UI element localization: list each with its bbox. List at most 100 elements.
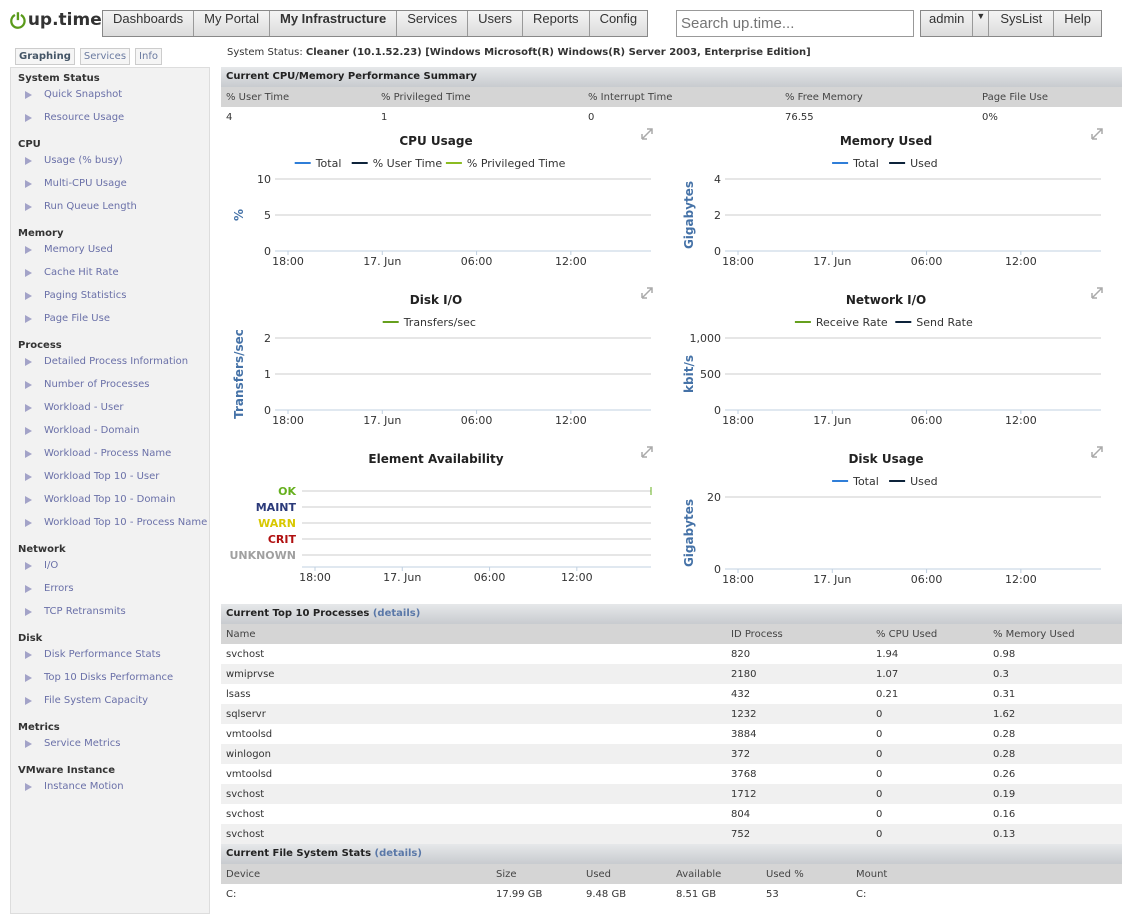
tab-info[interactable]: Info — [135, 48, 162, 65]
sidebar-item[interactable]: I/O — [11, 559, 209, 582]
syslist-button[interactable]: SysList — [989, 11, 1055, 36]
expand-icon[interactable] — [1091, 287, 1103, 299]
processes-details-link[interactable]: (details) — [372, 608, 421, 619]
sidebar-item[interactable]: TCP Retransmits — [11, 605, 209, 628]
column-header: % CPU Used — [876, 628, 938, 640]
legend-item[interactable]: % User Time — [351, 157, 443, 170]
summary-value: 1 — [381, 111, 388, 123]
nav-services[interactable]: Services — [397, 11, 469, 36]
expand-icon[interactable] — [1091, 128, 1103, 140]
y-tick-label: 20 — [707, 491, 721, 504]
table-cell: 0.13 — [993, 828, 1016, 840]
sidebar-item[interactable]: Workload - User — [11, 401, 209, 424]
legend-item[interactable]: Receive Rate — [794, 316, 888, 329]
legend-item[interactable]: % Privileged Time — [445, 157, 566, 170]
x-tick-label: 17. Jun — [383, 571, 421, 584]
expand-icon[interactable] — [641, 128, 653, 140]
nav-my-portal[interactable]: My Portal — [194, 11, 271, 36]
table-row[interactable]: vmtoolsd 3884 0 0.28 — [221, 724, 1122, 744]
table-row[interactable]: svchost 1712 0 0.19 — [221, 784, 1122, 804]
table-row[interactable]: winlogon 372 0 0.28 — [221, 744, 1122, 764]
sidebar-item[interactable]: Disk Performance Stats — [11, 648, 209, 671]
x-tick-label: 06:00 — [911, 255, 943, 268]
legend-item[interactable]: Used — [889, 157, 938, 170]
table-cell: sqlservr — [226, 708, 266, 720]
table-row[interactable]: wmiprvse 2180 1.07 0.3 — [221, 664, 1122, 684]
table-cell: svchost — [226, 788, 265, 800]
sidebar-item[interactable]: Errors — [11, 582, 209, 605]
y-tick-label: 1 — [264, 368, 271, 381]
legend-item[interactable]: Total — [832, 475, 879, 488]
sidebar-item[interactable]: Quick Snapshot — [11, 88, 209, 111]
nav-config[interactable]: Config — [599, 11, 638, 26]
sidebar-item[interactable]: Instance Motion — [11, 780, 209, 803]
table-cell: 3884 — [731, 728, 757, 740]
summary-values: 4 1 0 76.55 0% — [221, 107, 1122, 127]
table-row[interactable]: vmtoolsd 3768 0 0.26 — [221, 764, 1122, 784]
table-row[interactable]: sqlservr 1232 0 1.62 — [221, 704, 1122, 724]
table-cell: 0 — [876, 728, 883, 740]
sidebar-item[interactable]: Number of Processes — [11, 378, 209, 401]
search-input[interactable] — [676, 10, 914, 37]
sidebar-item[interactable]: Run Queue Length — [11, 200, 209, 223]
sidebar-item[interactable]: Multi-CPU Usage — [11, 177, 209, 200]
table-cell: winlogon — [226, 748, 271, 760]
sidebar-item[interactable]: File System Capacity — [11, 694, 209, 717]
tab-services[interactable]: Services — [79, 48, 131, 65]
nav-dashboards[interactable]: Dashboards — [103, 11, 195, 36]
x-tick-label: 17. Jun — [813, 255, 851, 268]
chart-title: Network I/O — [846, 293, 926, 307]
admin-button[interactable]: admin — [921, 11, 974, 36]
sidebar-item[interactable]: Usage (% busy) — [11, 154, 209, 177]
legend-item[interactable]: Transfers/sec — [382, 316, 476, 329]
summary-value: 0% — [982, 111, 998, 123]
nav-users[interactable]: Users — [468, 11, 524, 36]
legend-label: Total — [852, 157, 879, 170]
nav-my-infrastructure[interactable]: My Infrastructure — [270, 11, 398, 36]
sidebar-item[interactable]: Workload Top 10 - Domain — [11, 493, 209, 516]
sidebar-item[interactable]: Workload Top 10 - User — [11, 470, 209, 493]
chevron-down-icon[interactable]: ▼ — [973, 11, 990, 36]
y-tick-label: 2 — [714, 209, 721, 222]
y-tick-label: 1,000 — [690, 332, 722, 345]
expand-icon[interactable] — [641, 287, 653, 299]
table-row[interactable]: svchost 820 1.94 0.98 — [221, 644, 1122, 664]
nav-reports[interactable]: Reports — [523, 11, 590, 36]
table-row[interactable]: C: 17.99 GB 9.48 GB 8.51 GB 53 C: — [221, 884, 1122, 904]
sidebar-item[interactable]: Memory Used — [11, 243, 209, 266]
table-row[interactable]: svchost 804 0 0.16 — [221, 804, 1122, 824]
sidebar-item[interactable]: Workload Top 10 - Process Name — [11, 516, 209, 539]
legend-item[interactable]: Total — [832, 157, 879, 170]
sidebar-item[interactable]: Page File Use — [11, 312, 209, 335]
sidebar-item[interactable]: Detailed Process Information — [11, 355, 209, 378]
table-row[interactable]: lsass 432 0.21 0.31 — [221, 684, 1122, 704]
legend-item[interactable]: Used — [889, 475, 938, 488]
sidebar-item[interactable]: Workload - Domain — [11, 424, 209, 447]
sidebar-item[interactable]: Service Metrics — [11, 737, 209, 760]
table-cell: C: — [226, 888, 237, 900]
category-label: OK — [278, 485, 296, 498]
logo[interactable]: ⏻ up.time — [10, 9, 102, 33]
sidebar-item[interactable]: Resource Usage — [11, 111, 209, 134]
table-row[interactable]: svchost 752 0 0.13 — [221, 824, 1122, 844]
table-cell: 0.26 — [993, 768, 1016, 780]
tab-graphing[interactable]: Graphing — [15, 48, 75, 65]
category-label: MAINT — [256, 501, 297, 514]
filesystem-details-link[interactable]: (details) — [374, 848, 422, 859]
expand-icon[interactable] — [1091, 446, 1103, 458]
x-tick-label: 06:00 — [461, 255, 493, 268]
x-tick-label: 12:00 — [555, 255, 587, 268]
table-cell: 0 — [876, 808, 883, 820]
table-cell: 0.28 — [993, 748, 1016, 760]
summary-title: Current CPU/Memory Performance Summary — [221, 67, 1122, 87]
sidebar-item[interactable]: Paging Statistics — [11, 289, 209, 312]
sidebar-item[interactable]: Cache Hit Rate — [11, 266, 209, 289]
legend-item[interactable]: Send Rate — [895, 316, 973, 329]
help-button[interactable]: Help — [1064, 11, 1091, 26]
legend-item[interactable]: Total — [294, 157, 342, 170]
sidebar-item[interactable]: Workload - Process Name — [11, 447, 209, 470]
expand-icon[interactable] — [641, 446, 653, 458]
y-axis-label: kbit/s — [682, 355, 696, 393]
filesystem-title: Current File System Stats (details) — [221, 844, 1122, 864]
sidebar-item[interactable]: Top 10 Disks Performance — [11, 671, 209, 694]
